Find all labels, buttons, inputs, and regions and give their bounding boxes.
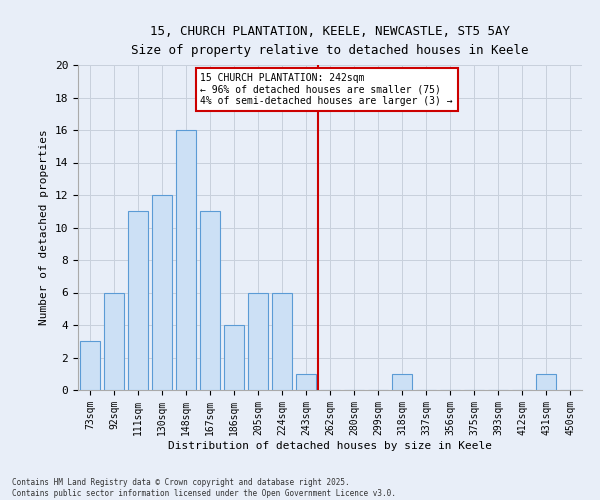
Bar [176,130,196,390]
Text: Contains HM Land Registry data © Crown copyright and database right 2025.
Contai: Contains HM Land Registry data © Crown c… [12,478,396,498]
Bar [272,292,292,390]
Bar [248,292,268,390]
Bar [224,325,244,390]
Bar [536,374,556,390]
Y-axis label: Number of detached properties: Number of detached properties [39,130,49,326]
Bar [200,211,220,390]
Bar [104,292,124,390]
Bar [128,211,148,390]
Title: 15, CHURCH PLANTATION, KEELE, NEWCASTLE, ST5 5AY
Size of property relative to de: 15, CHURCH PLANTATION, KEELE, NEWCASTLE,… [131,25,529,57]
Bar [152,195,172,390]
Bar [80,341,100,390]
X-axis label: Distribution of detached houses by size in Keele: Distribution of detached houses by size … [168,440,492,450]
Text: 15 CHURCH PLANTATION: 242sqm
← 96% of detached houses are smaller (75)
4% of sem: 15 CHURCH PLANTATION: 242sqm ← 96% of de… [200,73,453,106]
Bar [392,374,412,390]
Bar [296,374,316,390]
